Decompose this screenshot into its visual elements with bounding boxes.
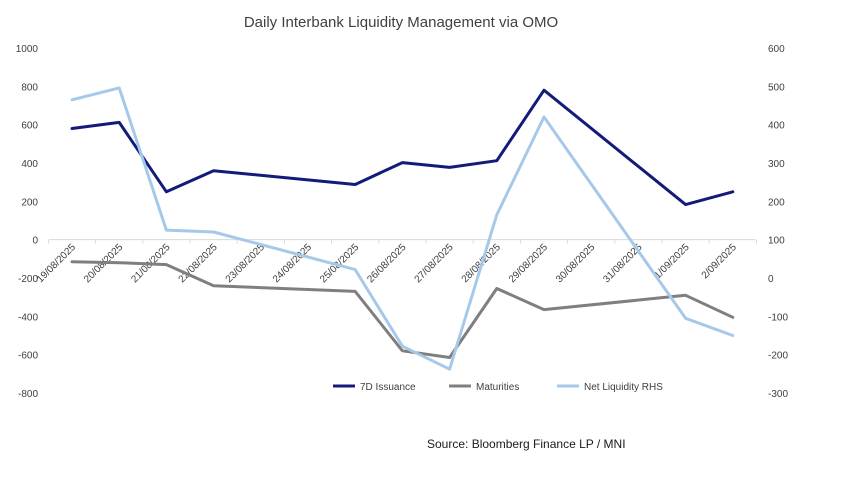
x-tick-label: 26/08/2025 (365, 242, 408, 285)
x-tick-label: 30/08/2025 (554, 242, 597, 285)
x-tick-label: 29/08/2025 (507, 242, 550, 285)
source-note: Source: Bloomberg Finance LP / MNI (427, 437, 626, 451)
y-left-tick-label: 0 (32, 236, 38, 247)
y-right-tick-label: -200 (768, 351, 788, 362)
series-line-maturities (70, 260, 735, 359)
y-right-tick-label: 500 (768, 82, 785, 93)
y-left-tick-label: 800 (21, 82, 38, 93)
y-right-tick-label: 600 (768, 44, 785, 55)
x-tick-label: 2/09/2025 (700, 242, 740, 282)
y-left-tick-label: 200 (21, 197, 38, 208)
x-tick-label: 31/08/2025 (601, 242, 644, 285)
legend-label: Net Liquidity RHS (584, 382, 663, 393)
y-left-tick-label: 1000 (16, 44, 39, 55)
legend-label: Maturities (476, 382, 519, 393)
y-left-tick-label: -600 (18, 351, 38, 362)
x-tick-label: 27/08/2025 (413, 242, 456, 285)
y-right-tick-label: 400 (768, 121, 785, 132)
y-left-tick-label: -800 (18, 389, 38, 400)
y-left-tick-label: 400 (21, 159, 38, 170)
y-right-tick-label: -300 (768, 389, 788, 400)
y-left-tick-label: -400 (18, 312, 38, 323)
x-tick-label: 25/08/2025 (318, 242, 361, 285)
x-tick-label: 1/09/2025 (652, 242, 692, 282)
y-right-tick-label: -100 (768, 312, 788, 323)
series-line-7d-issuance (70, 88, 735, 207)
x-tick-label: 19/08/2025 (35, 242, 78, 285)
y-left-tick-label: 600 (21, 121, 38, 132)
series-line-net-liquidity-rhs (70, 86, 735, 371)
y-right-tick-label: 100 (768, 236, 785, 247)
y-right-tick-label: 300 (768, 159, 785, 170)
y-right-tick-label: 0 (768, 274, 774, 285)
legend-label: 7D Issuance (360, 382, 416, 393)
chart-title: Daily Interbank Liquidity Management via… (243, 14, 559, 31)
y-left-tick-label: -200 (18, 274, 38, 285)
y-right-tick-label: 200 (768, 197, 785, 208)
x-tick-label: 23/08/2025 (224, 242, 267, 285)
